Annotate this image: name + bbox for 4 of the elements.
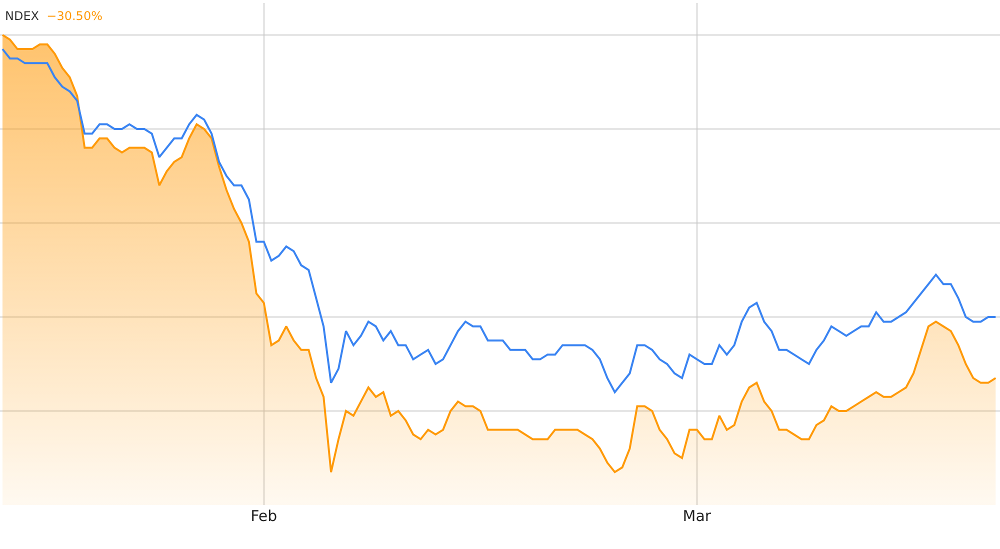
text: −30.50% bbox=[46, 9, 102, 23]
x-tick-label: Mar bbox=[682, 507, 712, 525]
x-tick-label: Feb bbox=[250, 507, 278, 525]
series-label: NDEX bbox=[5, 9, 40, 23]
